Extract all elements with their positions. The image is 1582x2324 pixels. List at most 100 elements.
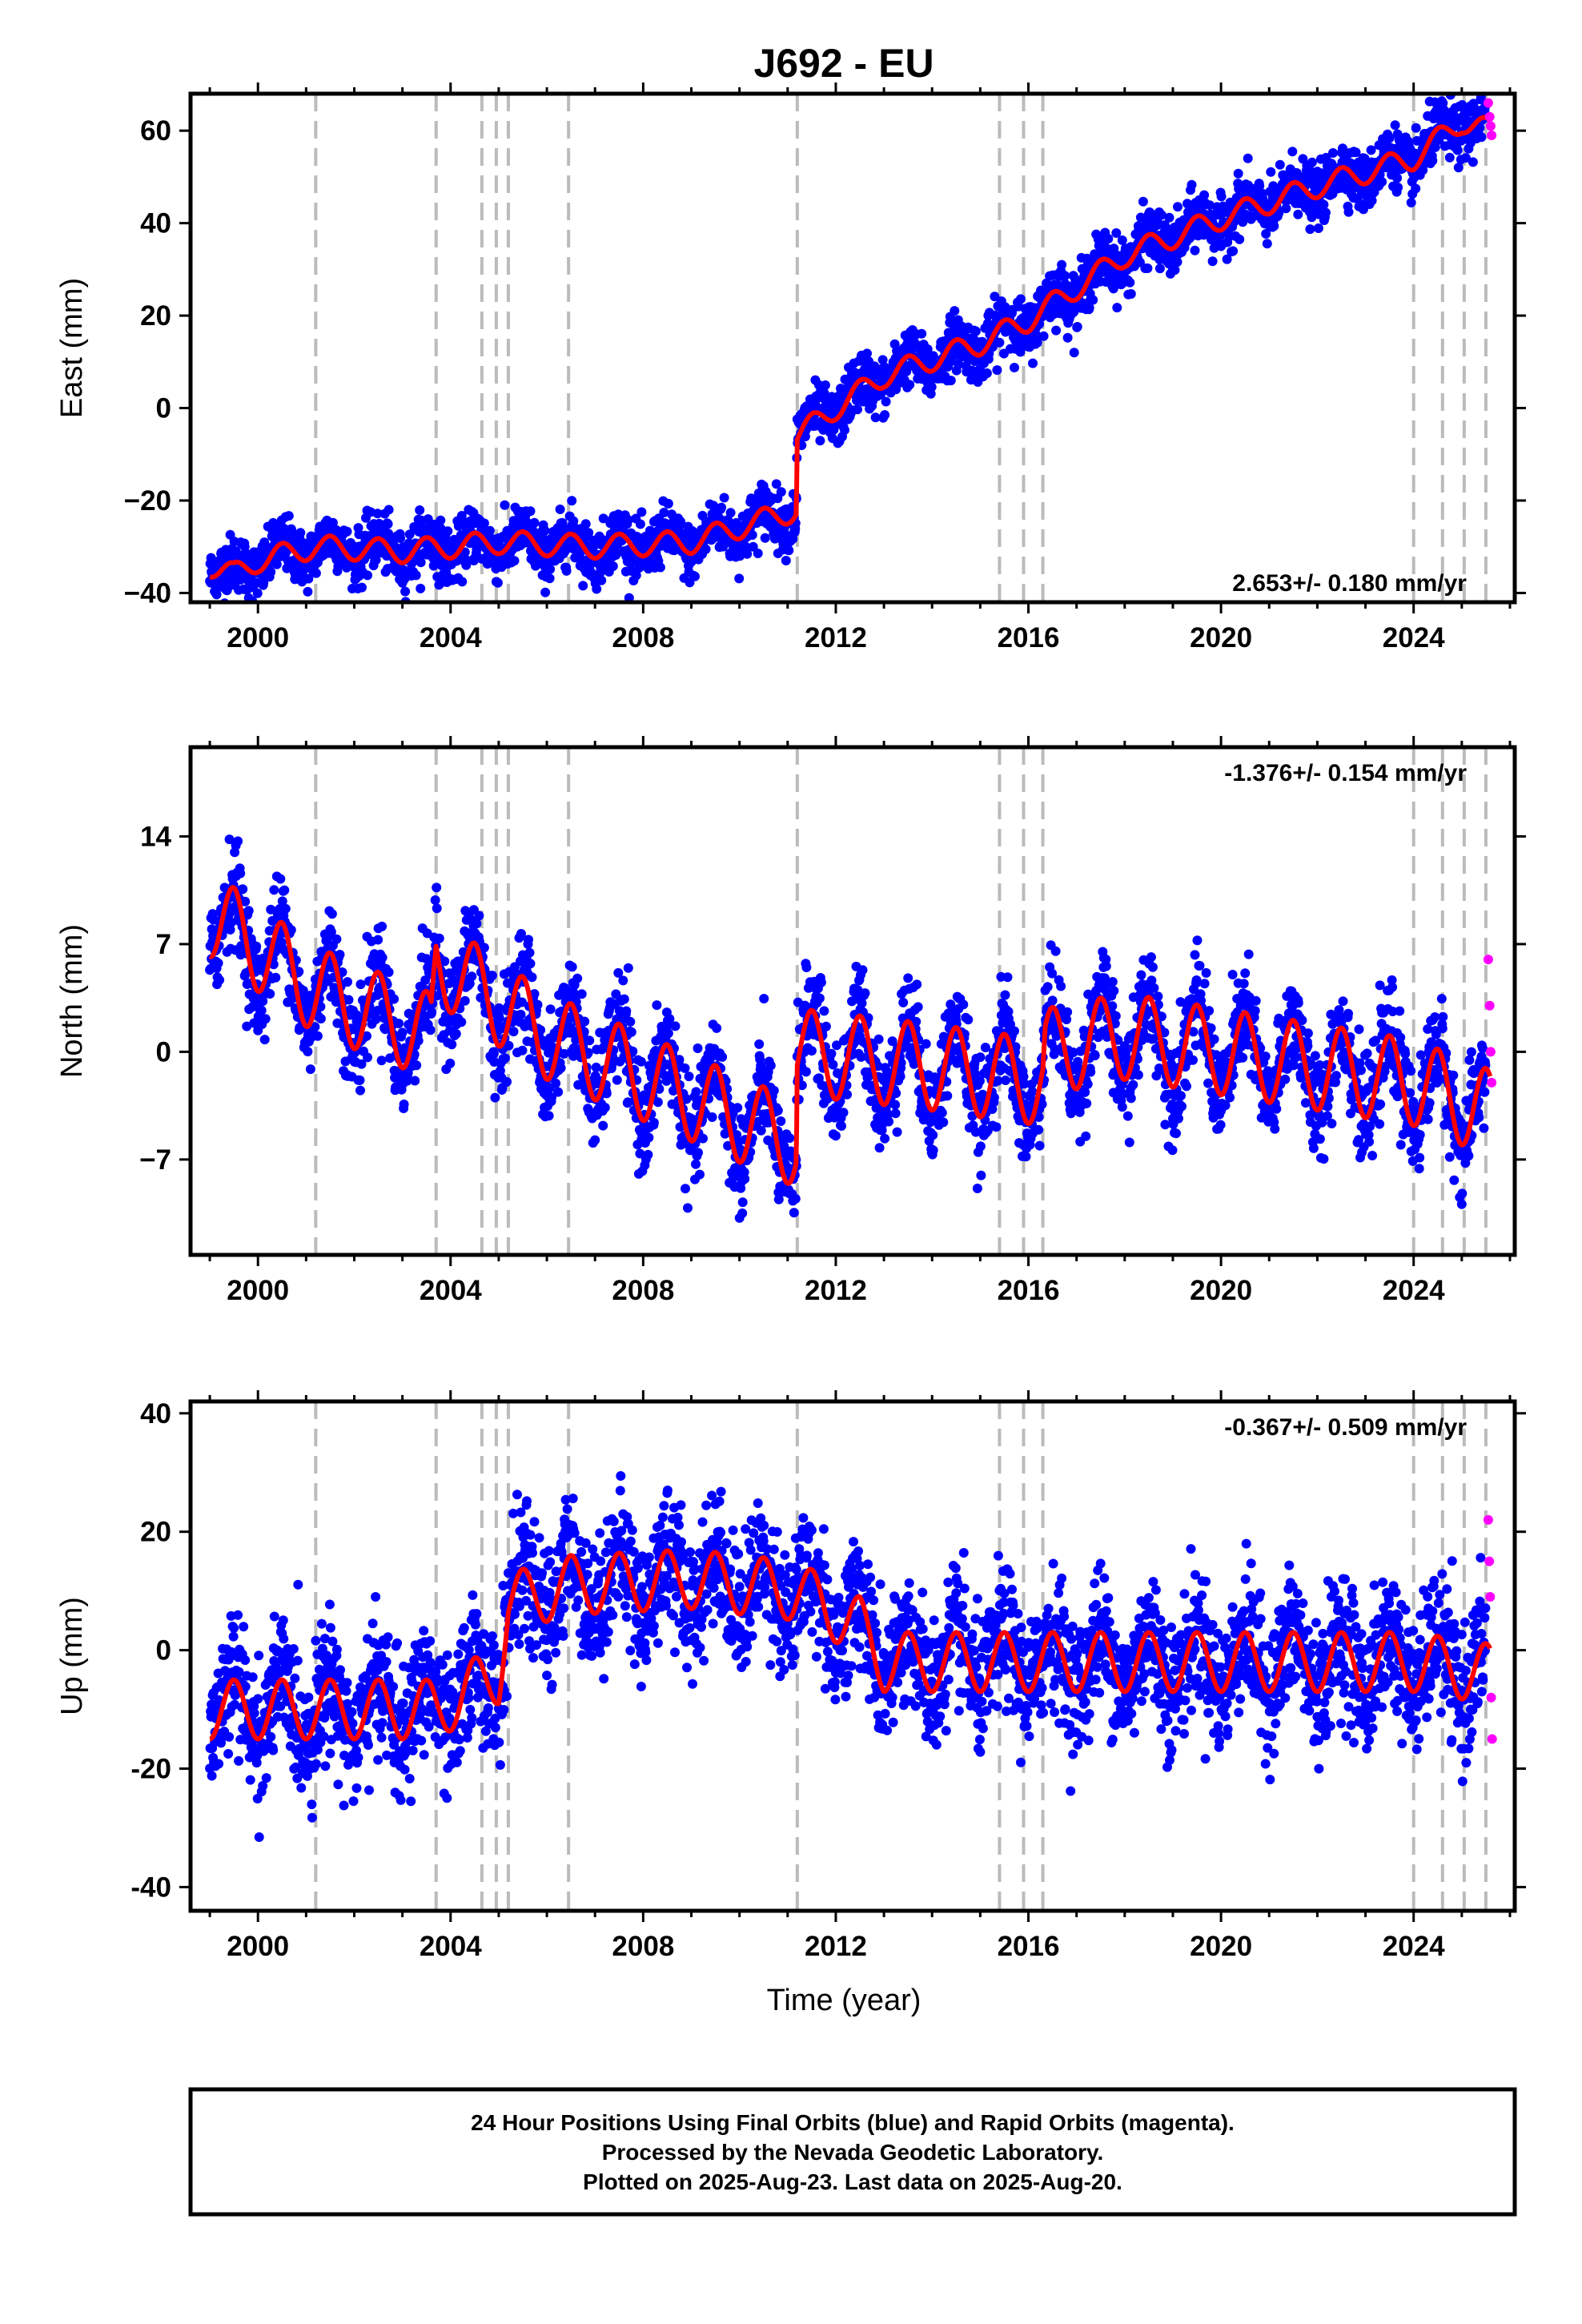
data-point [260,1014,271,1024]
data-point [1142,263,1153,273]
data-point [1305,224,1315,235]
data-point [266,567,276,577]
data-point [612,1075,622,1085]
data-point [343,995,354,1005]
data-point [693,1043,703,1053]
data-point [1343,207,1354,217]
data-point [1235,234,1245,244]
data-point [436,515,446,525]
data-point [343,977,352,987]
data-point [1262,239,1272,249]
data-point [529,517,540,528]
data-point [516,1009,526,1019]
data-point [428,561,439,571]
data-point [545,564,556,574]
data-point [280,903,291,914]
data-point [479,518,489,529]
data-point [490,1092,500,1103]
data-point [1411,183,1421,194]
data-point [425,1025,436,1035]
data-point [363,1052,372,1063]
data-point [371,555,381,565]
data-point [357,582,367,593]
data-point [427,1007,437,1017]
data-point [1390,120,1400,131]
data-point [819,1006,829,1016]
data-point [580,1016,590,1027]
data-point [544,573,555,584]
data-point [1062,332,1073,343]
y-tick-label: −20 [124,485,171,517]
data-point [487,971,497,981]
y-tick-label: 20 [140,300,171,332]
data-point [608,561,618,571]
data-point [828,1059,838,1070]
data-point [456,1017,467,1027]
data-point [717,502,727,513]
data-point [874,1143,885,1153]
data-point [525,959,536,969]
data-point [806,1046,817,1056]
data-point [488,1048,499,1059]
data-point [1328,148,1338,158]
data-point [415,505,425,515]
data-point [494,1003,504,1013]
data-point [502,1076,512,1087]
y-tick-label: 40 [140,208,171,239]
data-point [635,519,645,529]
data-point [785,1133,795,1144]
data-point [412,1060,422,1071]
data-point [698,1133,708,1144]
data-point [1293,209,1303,219]
data-point [303,586,313,597]
data-point [733,1103,743,1113]
data-point [1243,153,1253,163]
data-point [880,410,890,420]
data-point [445,1058,456,1068]
data-point [623,963,633,973]
data-point [598,1120,608,1131]
data-point [1233,168,1243,179]
data-point [873,1034,884,1044]
data-point [880,1133,890,1144]
rapid-point [1484,111,1495,122]
data-point [830,1131,841,1141]
y-tick-label: 60 [140,115,171,147]
data-point [1366,145,1376,155]
data-point [572,973,583,983]
data-point [598,513,608,524]
data-point [644,1132,654,1143]
data-point [789,1208,799,1218]
data-point [693,1148,703,1158]
data-point [524,947,535,958]
data-point [235,868,246,879]
data-point [342,526,352,537]
data-point [271,559,282,569]
data-point [584,528,594,538]
y-axis-label: East (mm) [55,278,89,418]
plot-area [205,94,1497,602]
data-point [982,368,992,378]
data-point [592,584,602,594]
data-point [256,1005,267,1015]
data-point [1072,322,1082,332]
data-point [1216,191,1227,202]
data-point [737,1197,748,1208]
data-point [303,573,314,584]
data-point [215,975,225,985]
data-point [492,577,503,588]
data-point [443,526,453,537]
x-tick-label: 2016 [998,622,1060,653]
data-point [837,1121,846,1131]
data-point [1190,245,1200,255]
data-point [400,586,411,597]
data-point [383,505,394,515]
data-point [1138,196,1148,207]
x-tick-label: 2000 [227,622,289,653]
data-point [754,1039,765,1049]
data-point [917,328,927,339]
data-point [303,1047,313,1057]
data-point [508,1027,519,1037]
data-point [283,511,294,521]
data-point [335,950,345,959]
